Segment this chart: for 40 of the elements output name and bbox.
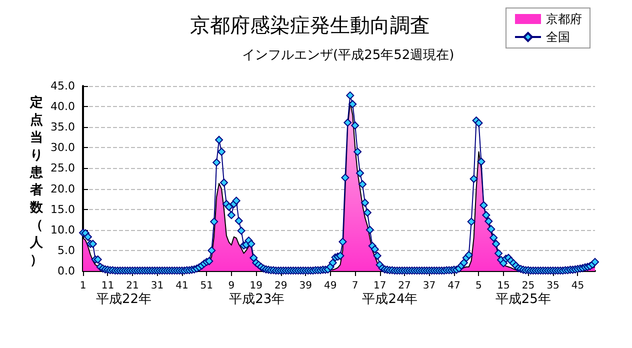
x-tick-label: 5 xyxy=(476,280,482,292)
x-tick-label: 39 xyxy=(299,280,312,292)
x-tick-label: 31 xyxy=(150,280,164,292)
x-tick-label: 37 xyxy=(422,280,436,292)
x-tick-label: 1 xyxy=(80,280,86,292)
y-tick-label: 15.0 xyxy=(50,202,75,216)
text: 平成24年 xyxy=(362,292,418,307)
y-tick-label: 30.0 xyxy=(50,141,75,154)
x-tick-label: 25 xyxy=(522,280,535,292)
text: 平成22年 xyxy=(96,292,152,307)
x-tick-label: 41 xyxy=(176,280,188,292)
y-tick-label: 10.0 xyxy=(50,223,75,236)
y-tick-label: 45.0 xyxy=(50,80,75,92)
x-tick-label: 7 xyxy=(352,280,358,292)
y-tick-label: 0.0 xyxy=(58,264,75,278)
x-tick-label: 11 xyxy=(101,280,114,292)
x-tick-label: 21 xyxy=(126,280,139,292)
x-tick-label: 47 xyxy=(448,280,460,292)
y-tick-label: 5.0 xyxy=(58,244,75,257)
x-tick-label: 51 xyxy=(200,280,214,292)
text: 平成25年 xyxy=(495,292,551,307)
x-tick-label: 9 xyxy=(228,280,235,292)
x-tick-label: 17 xyxy=(373,280,386,292)
x-tick-label: 45 xyxy=(571,280,584,292)
x-tick-label: 35 xyxy=(546,280,560,292)
x-tick-label: 27 xyxy=(398,280,411,292)
x-tick-label: 19 xyxy=(250,280,263,292)
legend-label: 京都府 xyxy=(546,12,582,26)
text: 定点当り患者数（人） xyxy=(30,95,43,268)
chart-title: 京都府感染症発生動向調査 xyxy=(190,13,430,37)
x-tick-label: 49 xyxy=(324,280,337,292)
y-tick-label: 40.0 xyxy=(50,100,75,114)
legend-label: 全国 xyxy=(546,30,570,44)
x-tick-label: 15 xyxy=(497,280,510,292)
y-tick-label: 35.0 xyxy=(50,120,75,134)
chart-subtitle: インフルエンザ(平成25年52週現在) xyxy=(242,48,454,63)
text: 平成23年 xyxy=(229,292,285,307)
y-tick-label: 25.0 xyxy=(50,162,75,175)
x-tick-label: 29 xyxy=(274,280,288,292)
y-tick-label: 20.0 xyxy=(50,182,75,196)
